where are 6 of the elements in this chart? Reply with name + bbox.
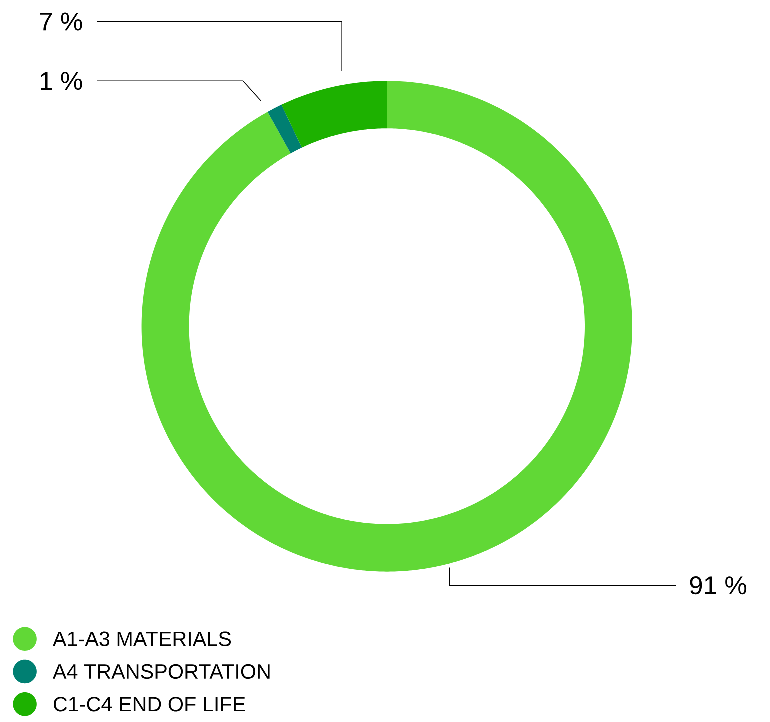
data-label: 7 % [40,12,82,31]
data-label: 91 % [690,576,747,595]
legend-label: C1-C4 END OF LIFE [54,696,246,712]
legend-label: A4 TRANSPORTATION [52,664,270,679]
legend-label: A1-A3 MATERIALS [52,632,232,646]
data-label: 1 % [41,72,82,90]
